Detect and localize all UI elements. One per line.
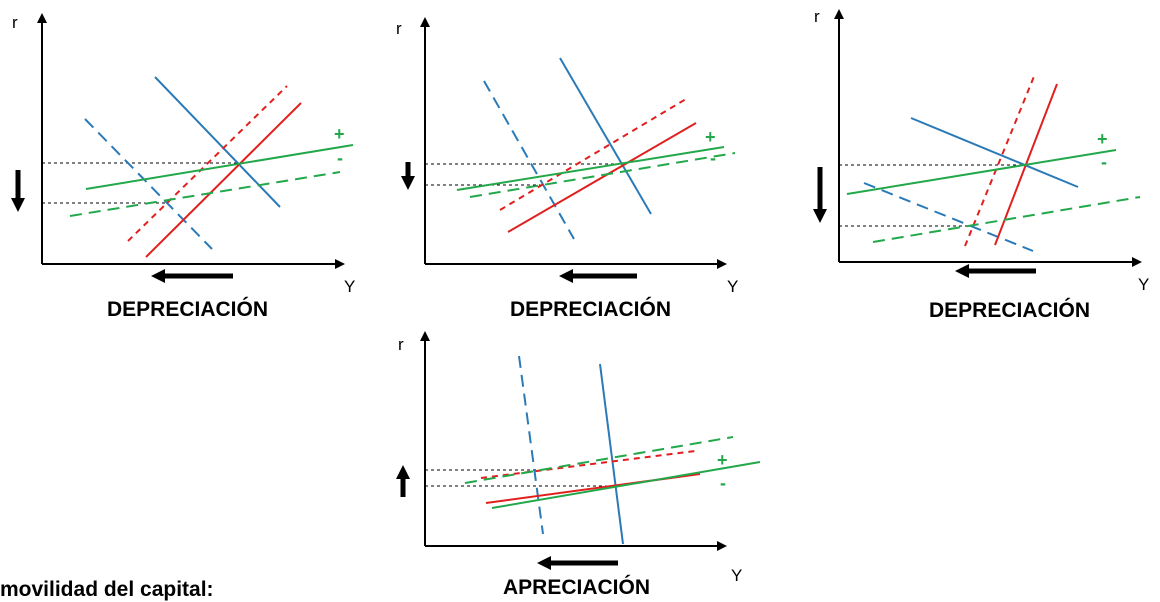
plus-sign: +: [334, 124, 345, 144]
footer-text: movilidad del capital:: [0, 578, 214, 601]
green-dashed-line: [464, 436, 734, 484]
panel-caption: DEPRECIACIÓN: [510, 297, 671, 321]
red-dashed-line: [964, 73, 1036, 247]
r-axis-label: r: [398, 335, 404, 354]
panel-2: r Y + - DEPRECIACIÓN: [396, 17, 738, 321]
green-line: [491, 461, 761, 509]
minus-sign: -: [337, 148, 343, 168]
red-dashed-line: [499, 98, 687, 211]
plus-sign: +: [705, 127, 716, 147]
y-axis-label: Y: [344, 277, 355, 296]
blue-line: [910, 117, 1079, 188]
r-axis-label: r: [396, 19, 402, 38]
panel-caption: DEPRECIACIÓN: [929, 298, 1090, 322]
y-axis-label: Y: [1138, 275, 1149, 294]
green-dashed-line: [872, 196, 1141, 243]
r-axis-label: r: [814, 7, 820, 26]
panel-1: r Y + - DEPRECIACIÓN: [11, 13, 355, 321]
blue-dashed-line: [483, 80, 575, 240]
panel-3: r Y + - DEPRECIACIÓN: [813, 7, 1149, 322]
minus-sign: -: [720, 473, 726, 493]
blue-line: [599, 363, 624, 545]
green-dashed-line: [469, 152, 736, 198]
blue-dashed-line: [84, 118, 213, 250]
red-line: [145, 102, 302, 258]
plus-sign: +: [1097, 129, 1108, 149]
blue-line: [559, 57, 652, 215]
green-dashed-line: [69, 171, 341, 217]
panel-4: r Y + - APRECIACIÓN: [396, 331, 761, 599]
green-line: [85, 144, 354, 190]
blue-dashed-line: [863, 182, 1034, 252]
r-axis-label: r: [12, 13, 18, 32]
panel-caption: DEPRECIACIÓN: [107, 297, 268, 321]
panel-caption: APRECIACIÓN: [503, 575, 650, 599]
red-dashed-line: [127, 85, 288, 242]
red-dashed-line: [480, 450, 696, 479]
green-line: [846, 149, 1117, 195]
red-line: [507, 122, 697, 233]
green-line: [456, 146, 725, 191]
y-axis-label: Y: [731, 566, 742, 585]
plus-sign: +: [717, 450, 728, 470]
y-axis-label: Y: [727, 277, 738, 296]
blue-dashed-line: [518, 355, 544, 535]
minus-sign: -: [1101, 152, 1107, 172]
minus-sign: -: [710, 148, 716, 168]
